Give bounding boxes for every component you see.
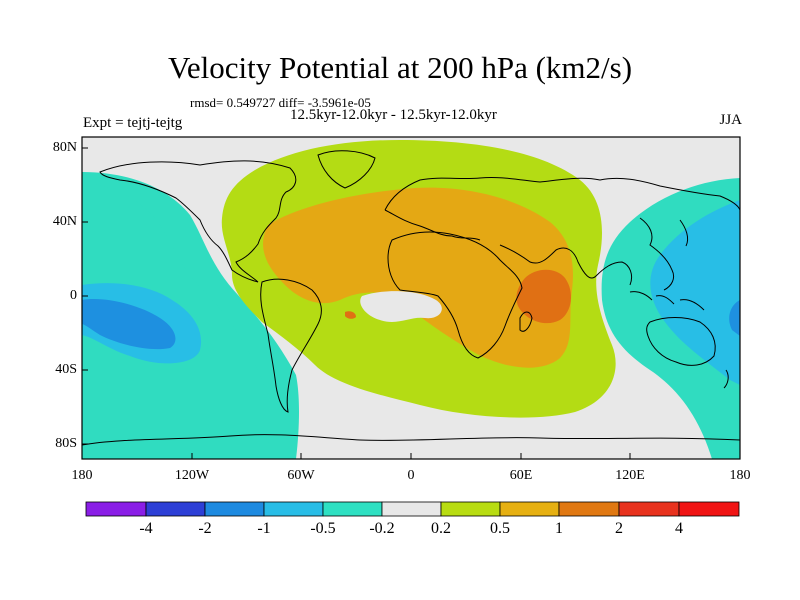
contour-east-blue xyxy=(729,300,740,336)
colorbar-label: -0.2 xyxy=(369,520,395,537)
map-title: Velocity Potential at 200 hPa (km2/s) xyxy=(167,50,633,85)
contour-gold xyxy=(263,187,573,368)
lon-label-0: 0 xyxy=(407,468,415,483)
season-label: JJA xyxy=(719,112,742,128)
lon-label-120w: 120W xyxy=(174,468,210,483)
lat-label-80s: 80S xyxy=(55,436,77,451)
colorbar-label: -2 xyxy=(198,520,212,537)
coast-japan xyxy=(679,219,689,247)
lon-label-180e: 180 xyxy=(729,468,751,483)
colorbar-box-2 xyxy=(145,501,206,517)
colorbar-box-9 xyxy=(558,501,620,517)
coast-south-america xyxy=(260,278,322,413)
colorbar xyxy=(85,501,740,517)
colorbar-label: 1 xyxy=(555,520,563,537)
lat-label-40n: 40N xyxy=(52,214,77,229)
lat-label-80n: 80N xyxy=(52,140,77,155)
colorbar-label: -4 xyxy=(139,520,153,537)
coast-australia xyxy=(646,317,716,366)
lon-label-60w: 60W xyxy=(287,468,315,483)
rmsd-diff-stats: rmsd= 0.549727 diff= -3.5961e-05 xyxy=(190,95,371,110)
colorbar-box-1 xyxy=(85,501,147,517)
contour-small-orange xyxy=(345,311,356,319)
lon-label-180w: 180 xyxy=(71,468,93,483)
coast-africa xyxy=(387,231,523,359)
coast-antarctica xyxy=(82,434,740,446)
lat-label-40s: 40S xyxy=(55,362,77,377)
colorbar-box-3 xyxy=(204,501,265,517)
lon-label-60e: 60E xyxy=(509,468,533,483)
contour-west-blue xyxy=(82,299,176,350)
coast-indonesia xyxy=(629,291,705,311)
colorbar-box-10 xyxy=(618,501,680,517)
contour-fill-group xyxy=(82,137,740,459)
colorbar-box-6 xyxy=(381,501,442,517)
colorbar-label: 0.2 xyxy=(431,520,451,537)
coast-eurasia-north xyxy=(384,177,740,211)
lon-label-120e: 120E xyxy=(615,468,645,483)
coastlines xyxy=(82,150,740,446)
expt-label: Expt = tejtj-tejtg xyxy=(83,115,183,131)
colorbar-box-7 xyxy=(440,501,501,517)
colorbar-box-4 xyxy=(263,501,324,517)
coast-new-zealand xyxy=(723,369,729,389)
coast-east-asia xyxy=(639,217,675,291)
colorbar-label: -1 xyxy=(257,520,271,537)
coast-north-america xyxy=(99,160,297,283)
colorbar-label: -0.5 xyxy=(310,520,336,537)
colorbar-box-8 xyxy=(499,501,560,517)
colorbar-label: 2 xyxy=(615,520,623,537)
experiment-subtitle: 12.5kyr-12.0kyr - 12.5kyr-12.0kyr xyxy=(290,107,497,123)
contour-atlantic-pocket xyxy=(360,291,442,322)
colorbar-label: 0.5 xyxy=(490,520,510,537)
contour-east-sky xyxy=(650,200,740,385)
colorbar-box-11 xyxy=(678,501,740,517)
colorbar-box-5 xyxy=(322,501,383,517)
coast-madagascar xyxy=(519,311,533,332)
coast-south-asia xyxy=(499,244,633,286)
contour-orange-max xyxy=(516,269,572,324)
lat-label-eq: 0 xyxy=(70,288,77,303)
colorbar-label: 4 xyxy=(675,520,683,537)
coast-greenland xyxy=(317,150,376,189)
axis-ticks xyxy=(81,147,741,459)
